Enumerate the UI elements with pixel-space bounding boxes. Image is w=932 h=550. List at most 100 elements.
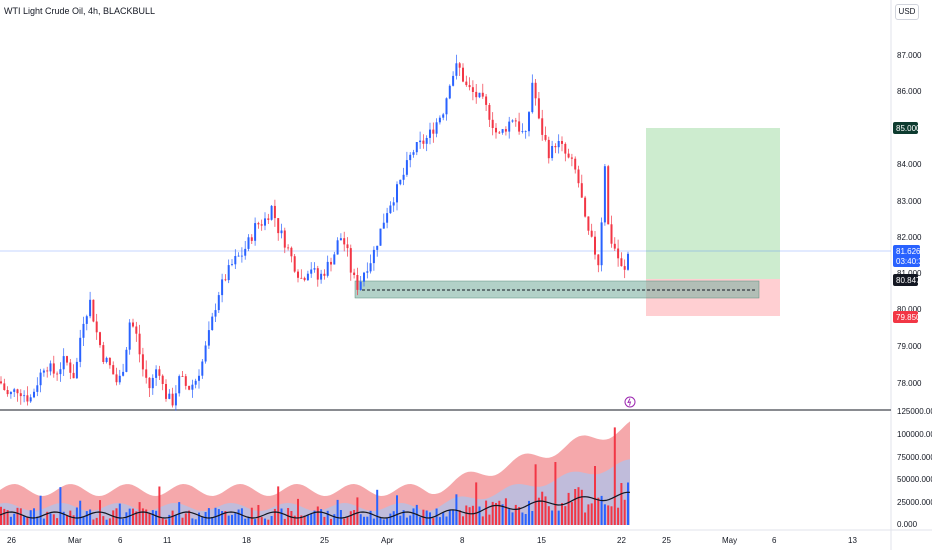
price-axis[interactable]: 87.000 86.000 84.000 83.000 82.000 81.00… xyxy=(897,51,922,388)
candle-body xyxy=(359,281,362,290)
current-price-label: 81.626 xyxy=(896,247,921,256)
volume-bar xyxy=(82,516,85,525)
target-price-tag xyxy=(893,122,918,134)
candle-body xyxy=(237,255,240,257)
candle-body xyxy=(95,321,98,333)
volume-bar xyxy=(313,510,316,525)
candle-body xyxy=(495,127,497,133)
candle-body xyxy=(211,316,214,330)
volume-bar xyxy=(207,508,210,525)
volume-bar xyxy=(240,508,243,525)
volume-bar xyxy=(504,498,507,525)
time-tick: Mar xyxy=(68,536,82,545)
volume-bar xyxy=(138,502,141,525)
volume-bar xyxy=(405,517,408,525)
volume-bar xyxy=(521,512,524,525)
volume-bar xyxy=(26,516,29,525)
candle-body xyxy=(471,87,474,92)
volume-bar xyxy=(158,486,161,525)
price-tick: 78.000 xyxy=(897,379,922,388)
candle-body xyxy=(6,390,9,395)
candle-body xyxy=(580,183,583,198)
candle-body xyxy=(372,249,375,264)
volume-bar xyxy=(224,511,227,525)
candle-body xyxy=(204,345,207,362)
volume-bar xyxy=(346,516,349,525)
candle-body xyxy=(297,271,299,278)
volume-bar xyxy=(627,482,629,525)
volume-bar xyxy=(300,515,303,525)
take-profit-zone[interactable] xyxy=(646,128,780,279)
volume-bar xyxy=(211,517,214,525)
time-tick: 8 xyxy=(460,536,465,545)
volume-bar xyxy=(475,482,478,525)
candle-body xyxy=(584,197,587,217)
candle-body xyxy=(244,248,247,256)
time-tick: 22 xyxy=(617,536,626,545)
volume-bar xyxy=(105,519,108,525)
candle-body xyxy=(366,271,369,273)
candle-body xyxy=(369,263,372,272)
candle-body xyxy=(128,322,131,350)
volume-bar xyxy=(39,495,42,525)
candle-body xyxy=(280,230,283,234)
candle-body xyxy=(386,213,389,223)
candle-body xyxy=(168,393,171,399)
candle-body xyxy=(353,272,356,275)
volume-bar xyxy=(603,504,606,525)
volume-tick: 50000.000 xyxy=(897,475,932,484)
candle-body xyxy=(501,129,504,133)
volume-bar xyxy=(161,517,164,525)
volume-bar xyxy=(508,509,511,525)
volume-bar xyxy=(399,515,402,525)
candle-body xyxy=(207,330,210,346)
volume-ma-line xyxy=(0,491,630,519)
volume-bar xyxy=(445,516,448,525)
volume-bar xyxy=(537,497,540,525)
candle-body xyxy=(145,369,148,378)
volume-bar xyxy=(438,517,441,525)
time-tick: 6 xyxy=(118,536,123,545)
volume-axis[interactable]: 125000.000 100000.000 75000.000 50000.00… xyxy=(897,407,932,529)
candle-body xyxy=(158,369,161,376)
volume-bar xyxy=(9,516,12,525)
candle-body xyxy=(92,299,95,322)
candle-body xyxy=(108,357,111,366)
candle-body xyxy=(607,166,610,225)
currency-selector[interactable]: USD xyxy=(895,4,919,20)
candle-body xyxy=(82,323,85,338)
price-tick: 82.000 xyxy=(897,233,922,242)
candle-body xyxy=(458,63,461,68)
candle-body xyxy=(161,375,164,384)
volume-bar xyxy=(188,510,191,525)
candle-body xyxy=(151,377,154,389)
candle-body xyxy=(89,299,92,317)
volume-bar xyxy=(501,504,504,525)
volume-bar xyxy=(468,507,471,525)
time-axis[interactable]: 26 Mar 6 11 18 25 Apr 8 15 22 25 May 6 1… xyxy=(7,536,857,545)
volume-bar xyxy=(349,511,352,525)
candle-body xyxy=(277,218,280,234)
price-tick: 83.000 xyxy=(897,197,922,206)
candle-body xyxy=(432,129,435,134)
candle-body xyxy=(346,244,349,249)
volume-bar xyxy=(128,508,131,525)
volume-bar xyxy=(419,517,422,525)
candle-body xyxy=(306,273,309,281)
candle-body xyxy=(320,273,323,280)
candle-body xyxy=(610,224,613,244)
volume-bar xyxy=(168,514,171,525)
volume-bar xyxy=(623,499,626,525)
candle-body xyxy=(260,224,263,226)
volume-bar xyxy=(191,518,194,525)
candle-body xyxy=(290,247,293,257)
candle-body xyxy=(617,248,620,259)
candle-body xyxy=(603,166,606,223)
volume-bar xyxy=(382,519,385,525)
volume-bar xyxy=(234,513,237,525)
candle-body xyxy=(455,63,458,76)
volume-bar xyxy=(231,514,233,525)
volume-bar xyxy=(547,506,550,525)
volume-bar xyxy=(237,509,240,525)
